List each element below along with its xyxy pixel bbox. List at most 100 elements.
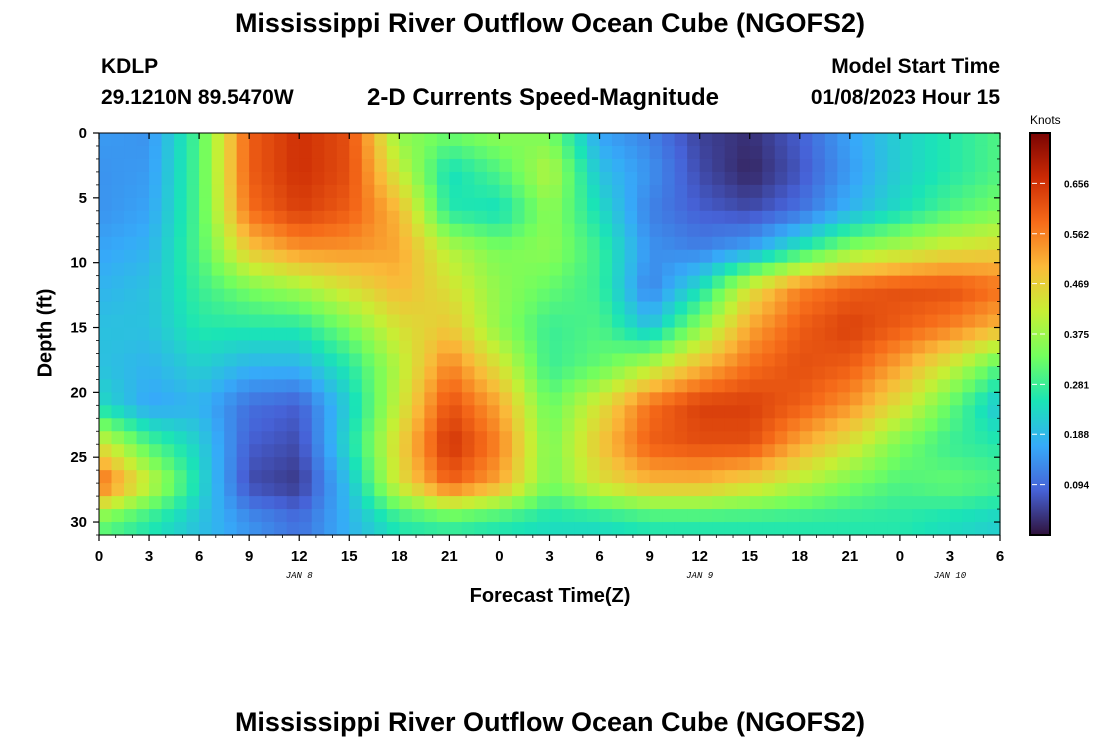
x-tick-label: 3 [946, 548, 954, 565]
heatmap-cell [774, 444, 788, 458]
heatmap-cell [862, 158, 876, 173]
heatmap-cell [749, 145, 763, 160]
heatmap-cell [536, 210, 551, 225]
heatmap-cell [361, 418, 375, 432]
heatmap-cell [249, 223, 263, 238]
heatmap-cell [974, 223, 989, 238]
heatmap-cell [737, 262, 751, 277]
heatmap-cell [449, 379, 463, 393]
day-label: JAN 9 [686, 571, 714, 581]
heatmap-cell [311, 509, 325, 523]
heatmap-cell [99, 327, 113, 342]
x-tick-label: 0 [495, 548, 503, 565]
heatmap-cell [899, 379, 913, 393]
heatmap-cell [399, 418, 413, 432]
heatmap-cell [787, 236, 801, 251]
heatmap-cell [649, 340, 663, 355]
heatmap-cell [324, 327, 338, 342]
heatmap-cell [849, 522, 863, 536]
heatmap-cell [436, 392, 450, 406]
heatmap-cell [199, 496, 213, 510]
heatmap-cell [361, 314, 375, 329]
heatmap-cell [161, 223, 175, 238]
heatmap-cell [474, 470, 488, 484]
heatmap-cell [286, 431, 300, 445]
heatmap-cell [236, 431, 250, 445]
heatmap-cell [924, 327, 939, 342]
heatmap-cell [461, 483, 476, 497]
heatmap-cell [949, 353, 964, 368]
heatmap-cell [399, 522, 413, 536]
heatmap-cell [574, 340, 588, 355]
heatmap-cell [874, 379, 888, 393]
heatmap-cell [511, 444, 526, 458]
heatmap-cell [299, 314, 313, 329]
heatmap-cell [737, 522, 751, 536]
heatmap-cell [224, 522, 238, 536]
heatmap-cell [461, 184, 476, 199]
heatmap-cell [486, 522, 501, 536]
heatmap-cell [136, 301, 150, 316]
heatmap-cell [787, 470, 801, 484]
heatmap-cell [424, 133, 438, 147]
heatmap-cell [649, 171, 663, 186]
heatmap-cell [136, 327, 150, 342]
heatmap-cell [599, 262, 613, 277]
heatmap-cell [912, 353, 926, 368]
y-tick-label: 25 [70, 449, 87, 466]
heatmap-cell [599, 210, 613, 225]
heatmap-cell [211, 288, 225, 303]
heatmap-cell [336, 145, 350, 160]
heatmap-cell [699, 301, 713, 316]
heatmap-cell [399, 392, 413, 406]
heatmap-cell [386, 405, 400, 419]
heatmap-cell [812, 327, 826, 342]
heatmap-cell [399, 483, 413, 497]
heatmap-cell [874, 249, 888, 264]
heatmap-cell [174, 197, 188, 212]
heatmap-cell [949, 405, 964, 419]
heatmap-cell [399, 405, 413, 419]
heatmap-cell [174, 522, 188, 536]
heatmap-cell [962, 145, 976, 160]
heatmap-cell [174, 171, 188, 186]
heatmap-cell [274, 496, 288, 510]
heatmap-cell [299, 405, 313, 419]
heatmap-cell [186, 301, 200, 316]
heatmap-cell [724, 301, 738, 316]
heatmap-cell [849, 418, 863, 432]
heatmap-cell [949, 262, 964, 277]
heatmap-cell [549, 197, 563, 212]
heatmap-cell [824, 171, 838, 186]
heatmap-cell [549, 340, 563, 355]
heatmap-cell [349, 236, 363, 251]
heatmap-cell [336, 392, 350, 406]
heatmap-cell [111, 340, 125, 355]
heatmap-cell [699, 314, 713, 329]
heatmap-cell [361, 392, 375, 406]
heatmap-cell [299, 133, 313, 147]
x-tick-label: 6 [996, 548, 1004, 565]
heatmap-cell [361, 133, 375, 147]
heatmap-cell [924, 314, 939, 329]
heatmap-cell [286, 418, 300, 432]
heatmap-cell [524, 262, 538, 277]
heatmap-cell [824, 470, 838, 484]
heatmap-cell [974, 288, 989, 303]
heatmap-cell [699, 405, 713, 419]
heatmap-cell [937, 457, 951, 471]
heatmap-cell [511, 496, 526, 510]
heatmap-cell [199, 457, 213, 471]
heatmap-cell [236, 340, 250, 355]
heatmap-cell [899, 314, 913, 329]
heatmap-cell [511, 314, 526, 329]
heatmap-cell [411, 184, 425, 199]
heatmap-cell [674, 366, 688, 380]
heatmap-cell [787, 405, 801, 419]
heatmap-cell [837, 509, 851, 523]
heatmap-cell [311, 366, 325, 380]
heatmap-cell [174, 379, 188, 393]
colorbar-tick-label: 0.375 [1064, 330, 1089, 341]
heatmap-cell [574, 158, 588, 173]
heatmap-cell [449, 158, 463, 173]
